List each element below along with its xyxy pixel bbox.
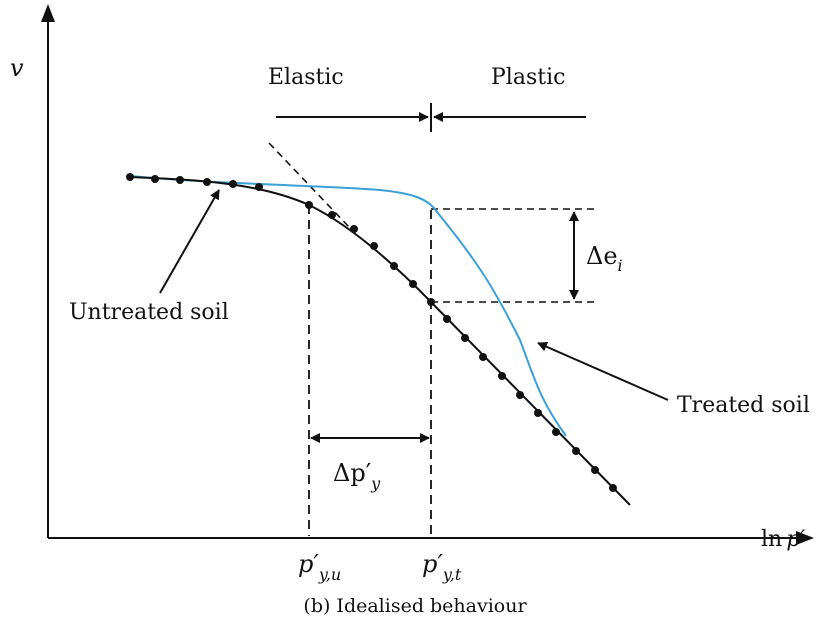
untreated-data-point xyxy=(390,262,398,270)
untreated-data-point xyxy=(151,175,159,183)
delta-e-symbol: Δe xyxy=(586,242,618,270)
untreated-data-point xyxy=(516,391,524,399)
untreated-soil-label: Untreated soil xyxy=(69,300,229,325)
untreated-soil-curve xyxy=(129,176,631,506)
untreated-soil-pointer xyxy=(159,189,220,294)
pyt-tick-sub: y,t xyxy=(442,565,462,584)
untreated-data-point xyxy=(305,201,313,209)
y-axis-label: v xyxy=(10,54,24,82)
untreated-data-point xyxy=(552,428,560,436)
untreated-data-point xyxy=(479,353,487,361)
treated-soil-curve xyxy=(129,175,567,437)
untreated-data-point xyxy=(572,447,580,455)
treated-soil-label: Treated soil xyxy=(677,393,810,418)
elastic-label: Elastic xyxy=(268,65,344,90)
x-axis-label-var: p′ xyxy=(786,527,805,552)
delta-p-symbol: Δp′ xyxy=(333,459,371,487)
treated-soil-pointer xyxy=(537,342,669,401)
elastic-tangent-line xyxy=(268,142,351,229)
delta-p-label: Δp′y xyxy=(333,459,381,493)
untreated-data-point xyxy=(591,466,599,474)
untreated-data-point xyxy=(461,334,469,342)
delta-p-subscript: y xyxy=(370,474,381,493)
figure-caption: (b) Idealised behaviour xyxy=(303,595,527,617)
untreated-data-point xyxy=(229,180,237,188)
pyt-tick-main: p′ xyxy=(422,550,443,578)
pyt-tick-label: p′y,t xyxy=(422,550,462,584)
pyu-tick-sub: y,u xyxy=(318,565,341,584)
untreated-data-point xyxy=(255,183,263,191)
y-axis-arrow xyxy=(41,4,55,22)
untreated-data-point xyxy=(328,211,336,219)
untreated-data-point xyxy=(609,484,617,492)
untreated-data-point xyxy=(427,298,435,306)
pyu-tick-main: p′ xyxy=(298,550,319,578)
untreated-data-point xyxy=(203,178,211,186)
untreated-data-point xyxy=(126,173,134,181)
delta-e-label: Δei xyxy=(586,242,623,275)
untreated-data-point xyxy=(370,242,378,250)
untreated-soil-points xyxy=(126,173,617,492)
x-axis-label-prefix: ln xyxy=(761,527,782,552)
plastic-label: Plastic xyxy=(491,65,565,90)
untreated-data-point xyxy=(350,225,358,233)
untreated-data-point xyxy=(498,372,506,380)
x-axis-label: ln p′ xyxy=(761,527,805,552)
x-axis-arrow xyxy=(796,531,814,545)
untreated-data-point xyxy=(409,280,417,288)
delta-e-subscript: i xyxy=(618,256,623,275)
untreated-data-point xyxy=(176,176,184,184)
untreated-data-point xyxy=(443,315,451,323)
pyu-tick-label: p′y,u xyxy=(298,550,341,584)
untreated-data-point xyxy=(534,409,542,417)
